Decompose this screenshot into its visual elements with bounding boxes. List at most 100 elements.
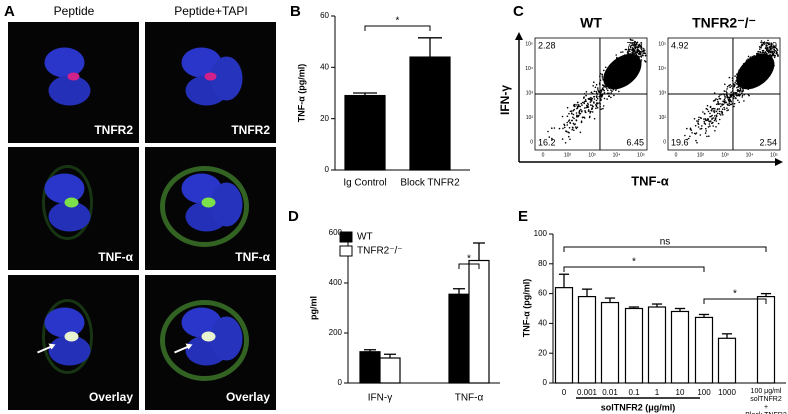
event-dot [741,94,744,97]
event-dot [644,61,647,63]
arrow-head [48,343,56,350]
event-dot [699,117,702,119]
event-dot [776,49,779,51]
event-dot [701,125,703,127]
event-dot [724,100,726,102]
event-dot [694,124,697,127]
nucleus [48,201,91,232]
nucleus [210,182,243,227]
event-dot [613,94,615,97]
event-dot [578,110,581,113]
bar [670,310,690,384]
event-dot [640,55,642,57]
event-dot [603,97,606,100]
event-dot [718,118,721,121]
event-dot [735,97,737,100]
bar [344,94,386,171]
event-dot [706,108,709,111]
event-dot [770,43,772,45]
event-dot [716,98,719,101]
event-dot [769,50,772,52]
event-dot [723,98,726,101]
event-dot [723,90,726,92]
event-dot [769,53,771,56]
event-dot [734,75,736,77]
bar [647,306,667,384]
event-dot [587,104,589,106]
event-dot [589,112,591,114]
event-dot [634,51,637,54]
bar [409,56,451,171]
event-dot [705,130,707,132]
legend-label: WT [357,232,373,243]
event-dot [587,109,590,111]
event-dot [584,111,586,113]
event-dot [591,97,593,100]
event-dot [734,92,737,94]
event-dot [721,103,723,105]
event-dot [638,51,641,53]
event-dot [739,89,742,92]
event-dot [724,95,726,98]
cell-membrane [42,299,93,374]
event-dot [608,95,611,97]
event-dot [718,95,720,98]
event-dot [771,53,774,55]
event-dot [638,43,641,46]
event-dot [726,91,728,94]
event-dot [733,105,735,108]
event-dot [709,112,711,115]
event-dot [643,49,646,52]
event-dot [765,52,768,55]
x-tick-label: 10³ [588,152,596,158]
event-dot [726,109,728,112]
event-dot [573,108,575,111]
event-dot [762,42,765,44]
event-dot [772,51,775,53]
event-dot [738,101,740,104]
x-tick-label: 1 [655,388,660,397]
event-dot [729,99,732,102]
row-label: Overlay [89,390,133,404]
event-dot [726,95,728,97]
y-tick-label: 100 [534,229,548,238]
stain [201,331,216,342]
bar [468,259,490,384]
event-dot [706,119,709,121]
event-dot [644,54,647,57]
y-tick-label: 10² [526,115,534,121]
event-dot [766,42,768,45]
event-dot [636,46,639,48]
y-axis-label: TNF-α (pg/ml) [296,64,306,123]
event-dot [713,92,716,94]
event-dot [696,141,698,144]
event-dot [728,76,731,79]
event-dot [715,110,718,113]
event-dot [595,90,597,93]
event-dot [709,125,711,127]
arrow-head [185,343,193,350]
event-dot [583,97,585,99]
event-dot [642,51,645,53]
event-dot [633,43,635,46]
event-dot [737,86,740,88]
event-dot [601,77,604,79]
event-dot [736,86,738,89]
event-dot [635,42,638,44]
event-dot [712,107,715,110]
event-dot [589,110,592,113]
bar [359,351,381,384]
event-dot [580,121,583,124]
event-dot [710,120,712,122]
event-dot [551,137,553,140]
event-dot [771,48,773,50]
event-dot [574,126,577,128]
event-dot [713,119,716,122]
event-dot [601,75,604,77]
x-tick-label: 10² [564,152,572,158]
event-dot [715,115,718,118]
event-dot [707,110,710,113]
event-dot [562,127,564,130]
event-dot [689,135,691,138]
event-dot [635,52,637,55]
